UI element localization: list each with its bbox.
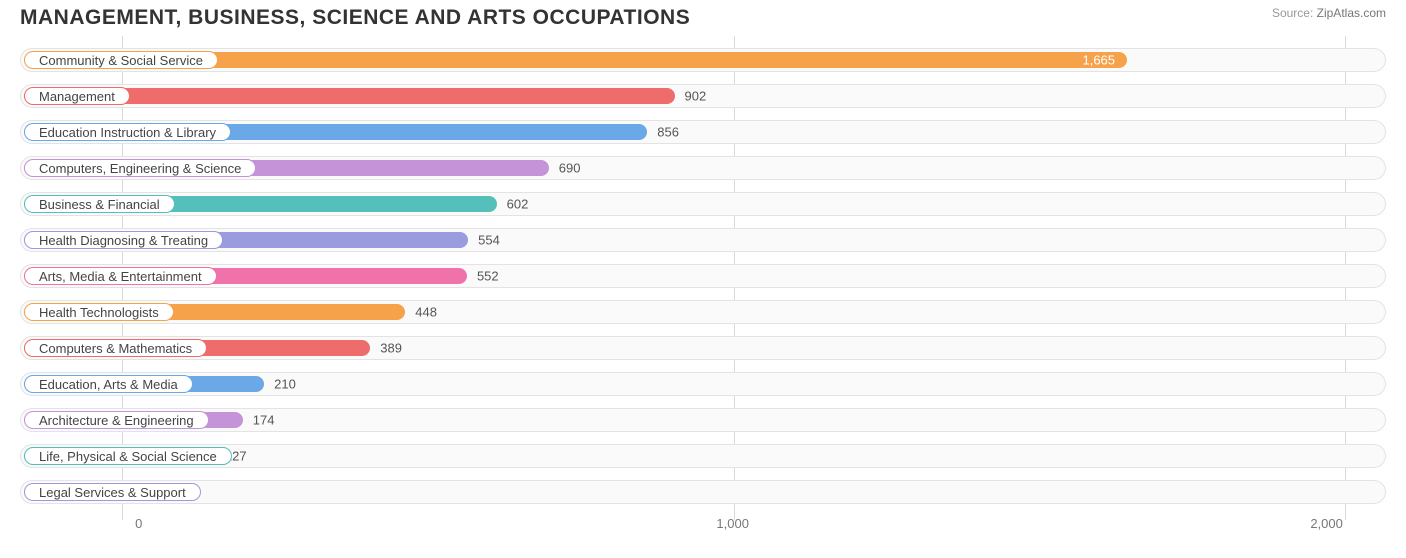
category-chip: Health Technologists xyxy=(24,303,174,321)
bar-row: Community & Social Service 1,665 xyxy=(20,42,1386,78)
bar-track: Health Diagnosing & Treating 554 xyxy=(20,228,1386,252)
category-label: Computers, Engineering & Science xyxy=(39,162,241,175)
chart-header: MANAGEMENT, BUSINESS, SCIENCE AND ARTS O… xyxy=(0,0,1406,36)
bar-row: Life, Physical & Social Science127 xyxy=(20,438,1386,474)
chart-title: MANAGEMENT, BUSINESS, SCIENCE AND ARTS O… xyxy=(20,6,690,30)
bar-row: Education Instruction & Library 856 xyxy=(20,114,1386,150)
category-label: Life, Physical & Social Science xyxy=(39,450,217,463)
value-label: 389 xyxy=(380,341,402,356)
category-label: Health Technologists xyxy=(39,306,159,319)
bar-row: Health Diagnosing & Treating 554 xyxy=(20,222,1386,258)
bar-row: Computers & Mathematics 389 xyxy=(20,330,1386,366)
bar-row: Education, Arts & Media 210 xyxy=(20,366,1386,402)
value-label: 552 xyxy=(477,269,499,284)
bar-row: Architecture & Engineering 174 xyxy=(20,402,1386,438)
bar-track: Architecture & Engineering 174 xyxy=(20,408,1386,432)
x-tick: 0 xyxy=(135,516,142,531)
value-label: 174 xyxy=(253,413,275,428)
bar-track: Computers, Engineering & Science 690 xyxy=(20,156,1386,180)
category-chip: Education, Arts & Media xyxy=(24,375,193,393)
value-label: 690 xyxy=(559,161,581,176)
value-label: 602 xyxy=(507,197,529,212)
category-label: Education Instruction & Library xyxy=(39,126,216,139)
bar-row: Arts, Media & Entertainment 552 xyxy=(20,258,1386,294)
source-attribution: Source: ZipAtlas.com xyxy=(1272,6,1386,22)
category-label: Architecture & Engineering xyxy=(39,414,194,427)
category-chip: Business & Financial xyxy=(24,195,175,213)
category-chip: Arts, Media & Entertainment xyxy=(24,267,217,285)
category-label: Arts, Media & Entertainment xyxy=(39,270,202,283)
source-site: ZipAtlas.com xyxy=(1317,6,1386,20)
bar-track: Business & Financial 602 xyxy=(20,192,1386,216)
category-chip: Health Diagnosing & Treating xyxy=(24,231,223,249)
x-tick: 2,000 xyxy=(1310,516,1343,531)
category-chip: Life, Physical & Social Science xyxy=(24,447,232,465)
category-label: Computers & Mathematics xyxy=(39,342,192,355)
bar-track: Computers & Mathematics 389 xyxy=(20,336,1386,360)
category-chip: Architecture & Engineering xyxy=(24,411,209,429)
bar-row: Computers, Engineering & Science 690 xyxy=(20,150,1386,186)
category-chip: Management xyxy=(24,87,130,105)
category-chip: Community & Social Service xyxy=(24,51,218,69)
chart-area: Community & Social Service 1,665 Managemen… xyxy=(0,36,1406,546)
x-axis: 0 1,000 2,000 xyxy=(20,510,1386,536)
x-tick: 1,000 xyxy=(716,516,749,531)
bar-track: Legal Services & Support47 xyxy=(20,480,1386,504)
bar-track: Life, Physical & Social Science127 xyxy=(20,444,1386,468)
category-label: Community & Social Service xyxy=(39,54,203,67)
bar-track: Education, Arts & Media 210 xyxy=(20,372,1386,396)
value-label: 210 xyxy=(274,377,296,392)
category-chip: Legal Services & Support xyxy=(24,483,201,501)
bar-track: Community & Social Service 1,665 xyxy=(20,48,1386,72)
bar-track: Management 902 xyxy=(20,84,1386,108)
value-label: 448 xyxy=(415,305,437,320)
bar-row: Management 902 xyxy=(20,78,1386,114)
category-label: Business & Financial xyxy=(39,198,160,211)
source-label: Source: xyxy=(1272,6,1313,20)
bar-track: Arts, Media & Entertainment 552 xyxy=(20,264,1386,288)
bar-row: Business & Financial 602 xyxy=(20,186,1386,222)
category-label: Education, Arts & Media xyxy=(39,378,178,391)
value-label: 554 xyxy=(478,233,500,248)
bar-track: Health Technologists 448 xyxy=(20,300,1386,324)
category-label: Legal Services & Support xyxy=(39,486,186,499)
category-chip: Computers & Mathematics xyxy=(24,339,207,357)
category-chip: Computers, Engineering & Science xyxy=(24,159,256,177)
category-label: Management xyxy=(39,90,115,103)
plot: Community & Social Service 1,665 Managemen… xyxy=(20,42,1386,510)
value-label: 856 xyxy=(657,125,679,140)
category-label: Health Diagnosing & Treating xyxy=(39,234,208,247)
value-label: 902 xyxy=(685,89,707,104)
bar-row: Legal Services & Support47 xyxy=(20,474,1386,510)
bar-row: Health Technologists 448 xyxy=(20,294,1386,330)
category-chip: Education Instruction & Library xyxy=(24,123,231,141)
bar-track: Education Instruction & Library 856 xyxy=(20,120,1386,144)
value-label: 1,665 xyxy=(1082,53,1115,68)
